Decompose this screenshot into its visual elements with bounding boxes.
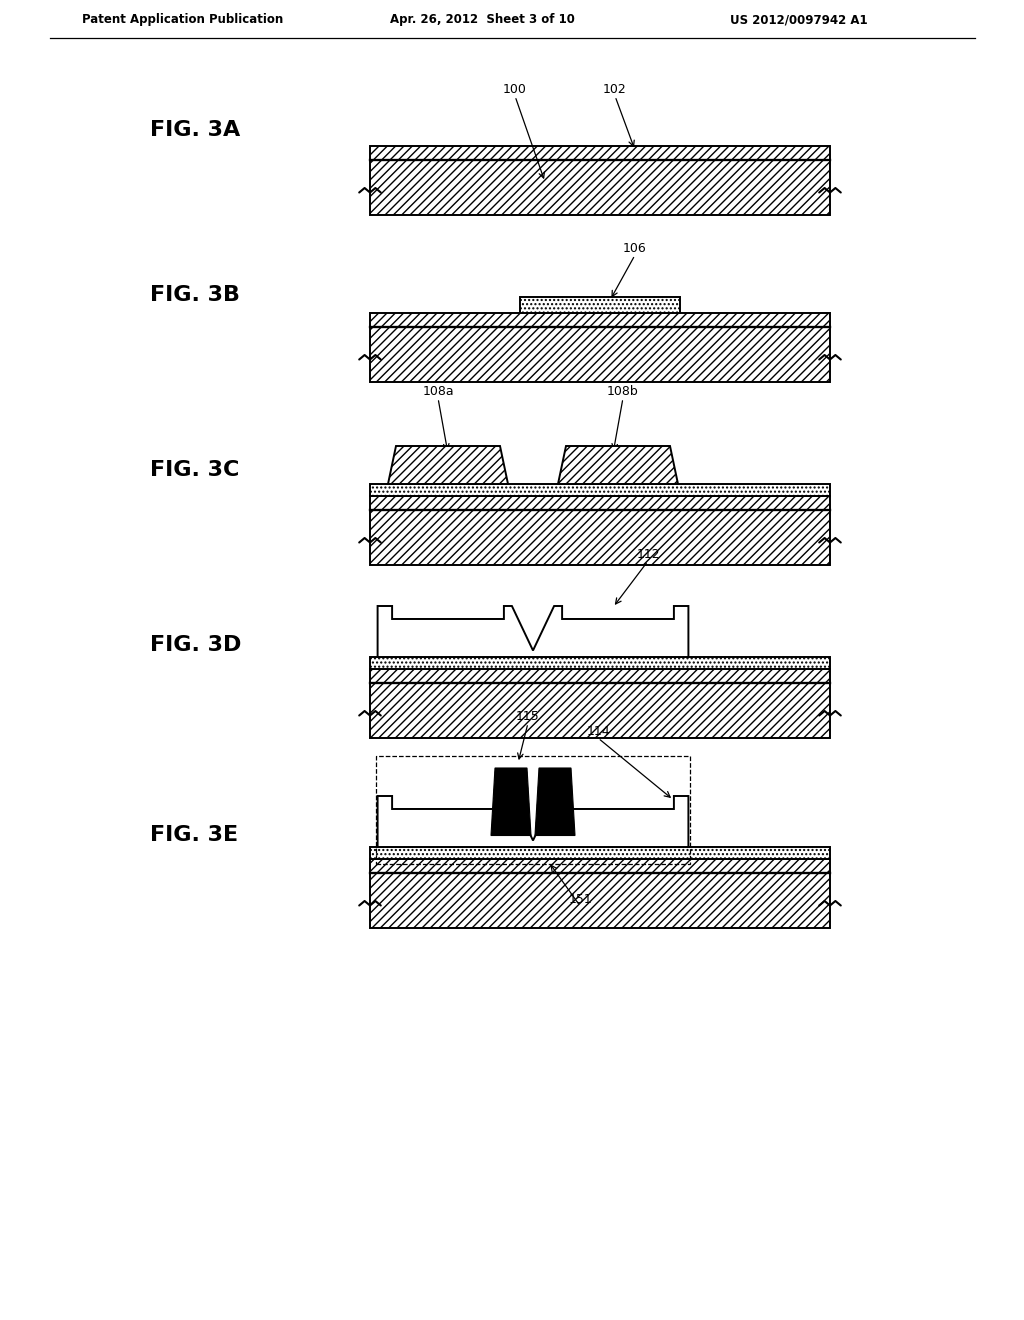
Bar [370,859,830,873]
Bar [376,756,690,865]
Polygon shape [378,796,688,847]
Text: 108b: 108b [607,385,639,399]
Polygon shape [558,619,678,657]
Polygon shape [388,446,508,484]
Text: 100: 100 [503,83,527,96]
Text: 151: 151 [568,894,592,906]
Text: 114: 114 [586,725,610,738]
Text: Apr. 26, 2012  Sheet 3 of 10: Apr. 26, 2012 Sheet 3 of 10 [390,13,574,26]
Polygon shape [535,768,575,836]
Text: 106: 106 [624,242,647,255]
Bar [370,847,830,859]
Bar [370,669,830,682]
Text: 108a: 108a [422,385,454,399]
Text: 112: 112 [636,548,659,561]
Text: FIG. 3A: FIG. 3A [150,120,241,140]
Bar [370,496,830,510]
Polygon shape [558,809,678,847]
Text: FIG. 3B: FIG. 3B [150,285,240,305]
Bar [370,313,830,327]
Polygon shape [378,606,688,657]
Polygon shape [388,809,508,847]
Polygon shape [558,446,678,484]
Bar [370,510,830,565]
Polygon shape [388,619,508,657]
Bar [370,160,830,215]
Text: FIG. 3C: FIG. 3C [150,459,240,480]
Bar [370,873,830,928]
Text: FIG. 3D: FIG. 3D [150,635,242,655]
Polygon shape [490,768,531,836]
Text: FIG. 3E: FIG. 3E [150,825,239,845]
Bar [370,327,830,381]
Bar [370,682,830,738]
Text: 102: 102 [603,83,627,96]
Text: US 2012/0097942 A1: US 2012/0097942 A1 [730,13,867,26]
Bar [370,484,830,496]
Bar [370,657,830,669]
Text: Patent Application Publication: Patent Application Publication [82,13,284,26]
Bar [370,147,830,160]
Bar [520,297,680,313]
Text: 115: 115 [516,710,540,723]
